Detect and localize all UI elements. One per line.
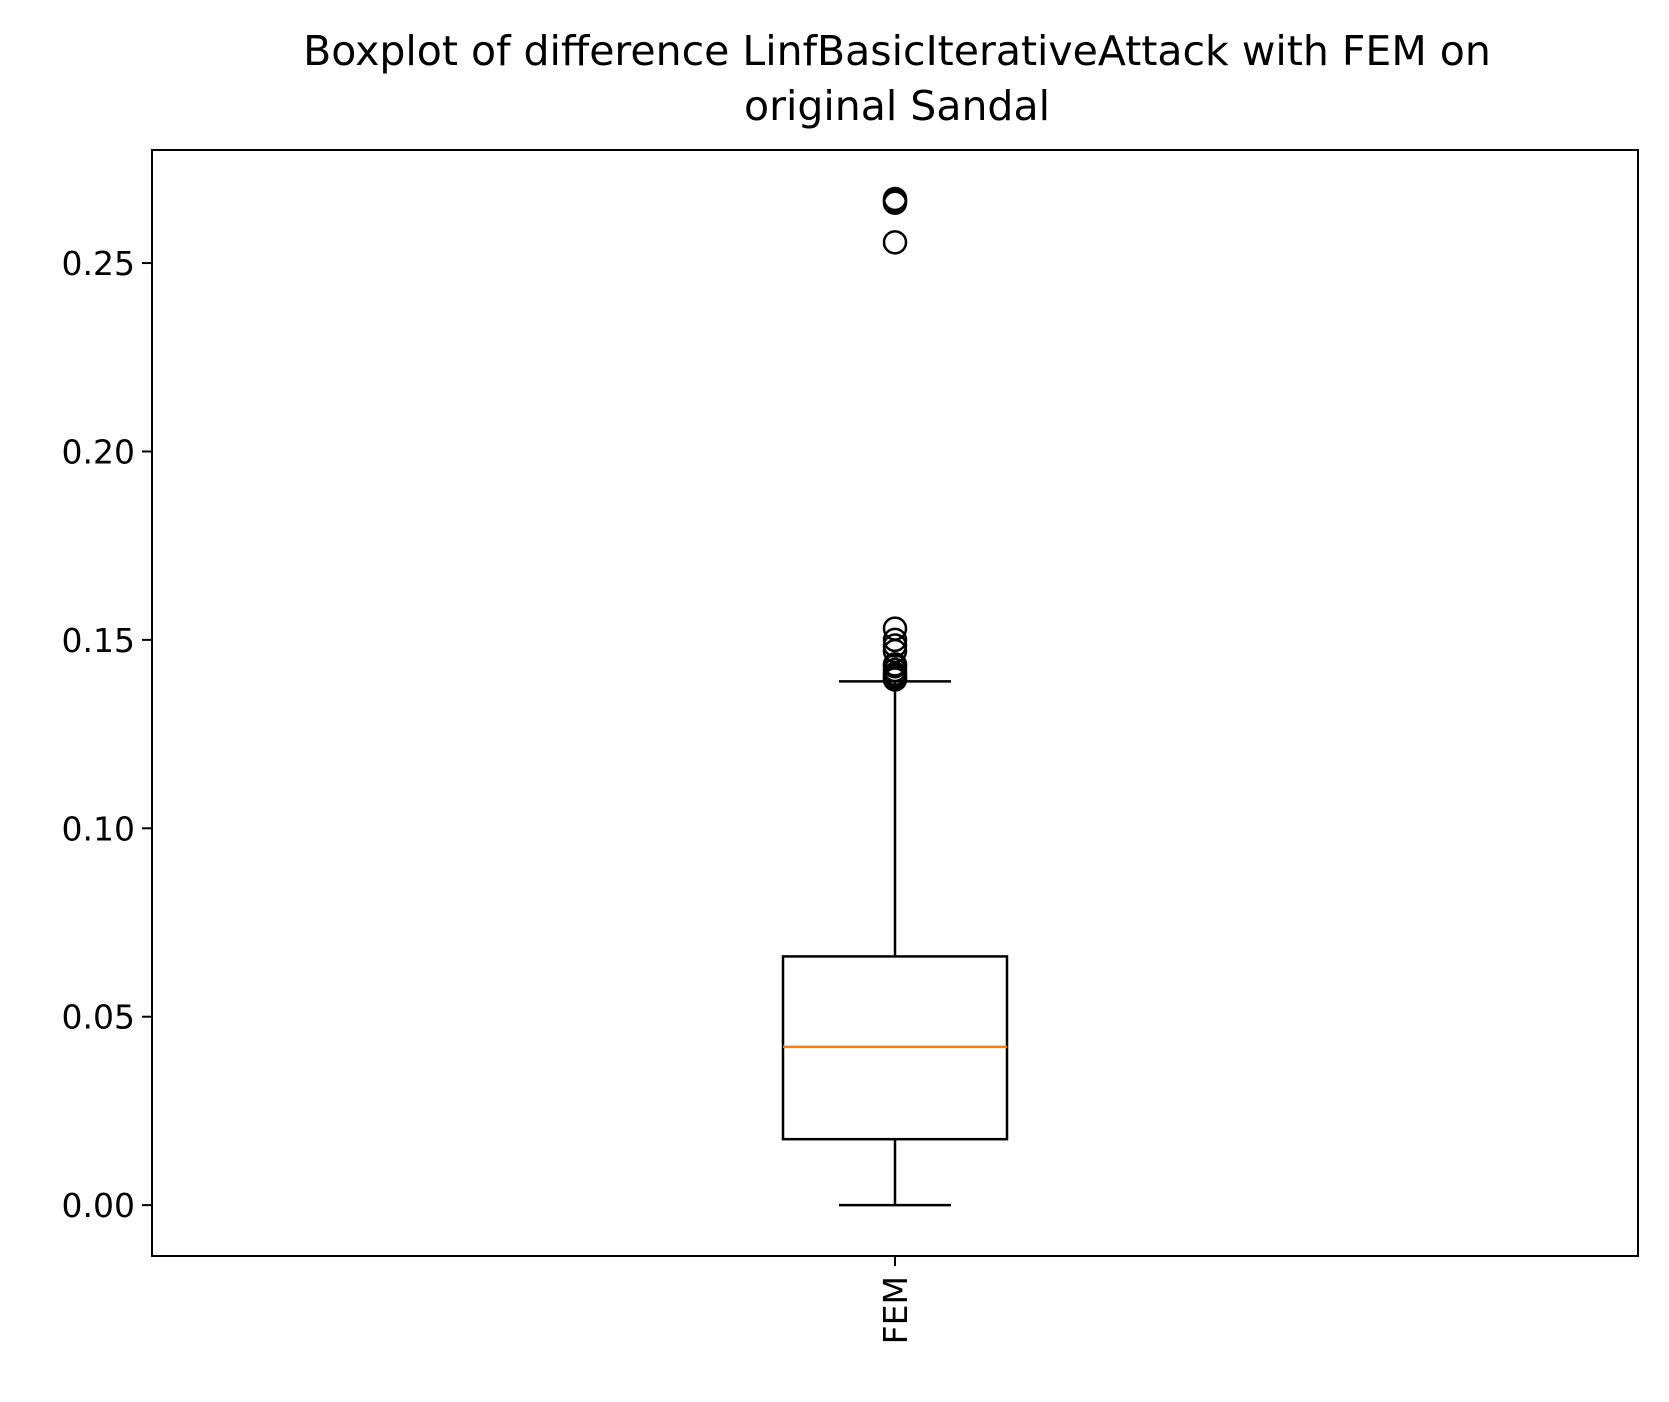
- outlier-point: [882, 627, 908, 653]
- outlier-point: [882, 633, 908, 658]
- outlier-point: [882, 652, 908, 677]
- chart-title-line-2: original Sandal: [744, 82, 1050, 130]
- y-axis: 0.00 0.05 0.10 0.15 0.20 0.25: [62, 244, 152, 1225]
- x-tick-label: FEM: [876, 1276, 915, 1344]
- x-axis: FEM: [876, 1256, 915, 1344]
- y-tick-label: 0.00: [62, 1186, 135, 1225]
- outlier-point: [882, 616, 908, 641]
- y-tick-label: 0.20: [62, 432, 135, 471]
- axes-frame: [151, 149, 1639, 1257]
- y-tick-label: 0.05: [62, 998, 135, 1037]
- y-tick-label: 0.15: [62, 621, 135, 660]
- chart-title-line-1: Boxplot of difference LinfBasicIterative…: [303, 27, 1491, 75]
- plot-area: [781, 186, 1009, 1207]
- y-tick-label: 0.10: [62, 809, 135, 848]
- y-tick-label: 0.25: [62, 244, 135, 283]
- outlier-point: [882, 230, 908, 255]
- outlier-point: [882, 186, 908, 212]
